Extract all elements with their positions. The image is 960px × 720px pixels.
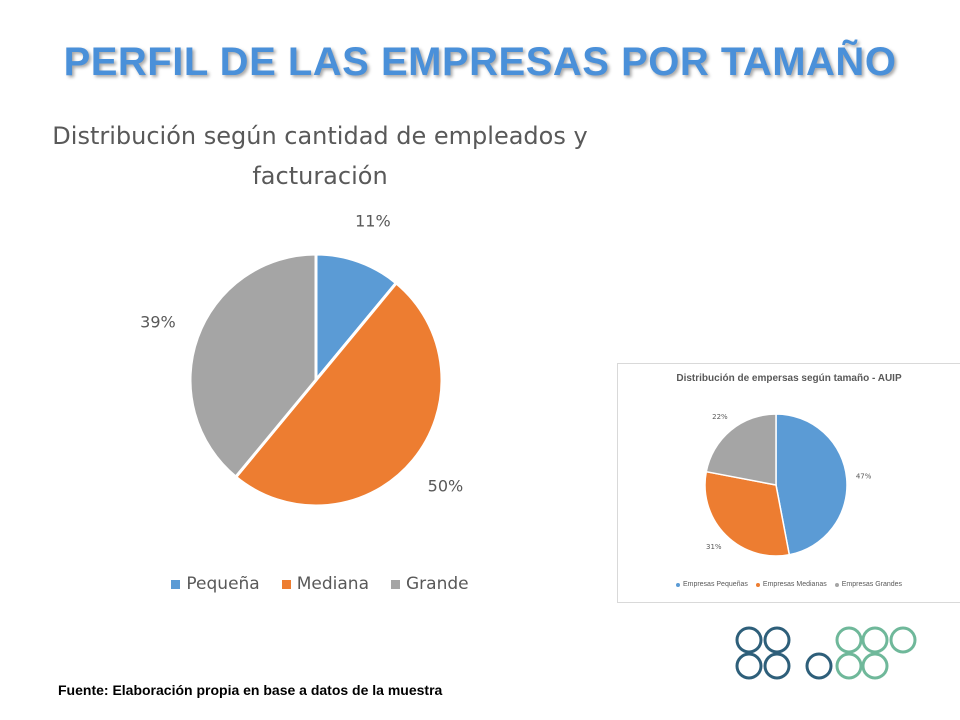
main-chart-legend: Pequeña Mediana Grande xyxy=(40,574,600,594)
logo-ring-6 xyxy=(861,626,889,654)
legend-swatch-mediana xyxy=(281,579,291,589)
main-slice-2 xyxy=(188,252,318,480)
main-chart-title: Distribución según cantidad de empleados… xyxy=(40,116,600,196)
main-data-label-2: 39% xyxy=(140,313,176,332)
auip-legend-label-grandes: Empresas Grandes xyxy=(841,581,903,588)
logo-ring-7 xyxy=(889,626,917,654)
legend-item-pequena: Pequeña xyxy=(171,574,260,594)
logo-ring-4 xyxy=(805,652,833,680)
auip-legend-swatch-grandes xyxy=(834,582,839,587)
legend-item-grande: Grande xyxy=(390,574,469,594)
main-data-label-0: 11% xyxy=(355,211,391,230)
legend-swatch-pequena xyxy=(171,579,181,589)
auip-legend-swatch-medianas xyxy=(755,582,760,587)
legend-label-grande: Grande xyxy=(405,574,469,594)
auip-legend-label-pequenas: Empresas Pequeñas xyxy=(682,581,748,588)
logo-ring-3 xyxy=(763,652,791,680)
logo-ring-1 xyxy=(763,626,791,654)
auip-legend-item-medianas: Empresas Medianas xyxy=(755,581,827,588)
slide-title: PERFIL DE LAS EMPRESAS POR TAMAÑO xyxy=(63,40,897,84)
main-slice-1 xyxy=(233,280,444,508)
logo-ring-5 xyxy=(835,626,863,654)
auip-legend-item-grandes: Empresas Grandes xyxy=(834,581,903,588)
organization-logo xyxy=(735,626,917,680)
legend-item-mediana: Mediana xyxy=(281,574,369,594)
logo-ring-0 xyxy=(735,626,763,654)
logo-ring-2 xyxy=(735,652,763,680)
legend-label-mediana: Mediana xyxy=(296,574,369,594)
logo-ring-8 xyxy=(835,652,863,680)
auip-pie-svg: 47% 31% 22% xyxy=(704,413,872,557)
main-chart-title-line-1: Distribución según cantidad de empleados… xyxy=(52,122,588,150)
auip-legend-label-medianas: Empresas Medianas xyxy=(762,581,827,588)
auip-data-label-2: 22% xyxy=(712,413,728,421)
auip-pie-chart: Distribución de empersas según tamaño - … xyxy=(617,363,960,603)
auip-data-label-0: 47% xyxy=(856,473,872,481)
auip-slice-1 xyxy=(704,470,791,557)
auip-legend-item-pequenas: Empresas Pequeñas xyxy=(675,581,748,588)
legend-swatch-grande xyxy=(390,579,400,589)
logo-ring-9 xyxy=(861,652,889,680)
auip-chart-title: Distribución de empersas según tamaño - … xyxy=(676,373,902,384)
main-slice-0 xyxy=(314,252,399,385)
auip-data-label-1: 31% xyxy=(706,543,722,551)
main-chart-title-line-2: facturación xyxy=(252,162,388,190)
main-pie-svg: 11% 50% 39% xyxy=(140,211,464,508)
legend-label-pequena: Pequeña xyxy=(186,574,260,594)
auip-chart-legend: Empresas Pequeñas Empresas Medianas Empr… xyxy=(618,581,960,588)
auip-slice-0 xyxy=(775,413,848,556)
main-data-label-1: 50% xyxy=(428,477,464,496)
source-note: Fuente: Elaboración propia en base a dat… xyxy=(58,682,443,698)
auip-slice-2 xyxy=(705,413,777,486)
auip-legend-swatch-pequenas xyxy=(675,582,680,587)
main-pie-chart: Distribución según cantidad de empleados… xyxy=(40,110,600,610)
